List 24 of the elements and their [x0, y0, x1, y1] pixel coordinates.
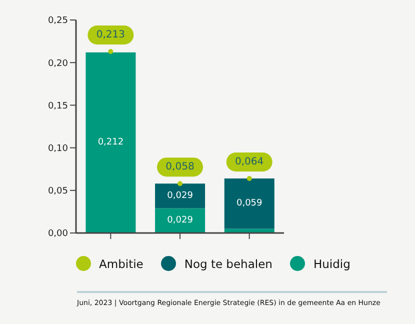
y-tick-label: 0,00 [48, 229, 68, 240]
legend-label: Nog te behalen [184, 256, 272, 270]
bar [155, 184, 206, 208]
point [178, 181, 182, 186]
data-label: 0,029 [167, 190, 194, 201]
bar [86, 52, 136, 233]
legend-label: Huidig [313, 256, 350, 270]
bar [155, 208, 206, 233]
y-tick-label: 0,25 [48, 16, 68, 26]
y-tick-label: 0,10 [48, 144, 68, 154]
data-label: 0,058 [166, 162, 194, 173]
legend-label: Ambitie [99, 256, 144, 270]
bar [224, 228, 274, 233]
data-label: 0,064 [235, 156, 264, 168]
y-tick-label: 0,20 [48, 58, 68, 69]
y-tick-label: 0,05 [48, 186, 68, 197]
point [108, 49, 114, 54]
data-label: 0,029 [167, 216, 194, 226]
data-label: 0,212 [98, 138, 124, 148]
point [246, 176, 252, 181]
y-tick-label: 0,15 [48, 101, 68, 112]
data-label: 0,213 [96, 30, 125, 41]
bar [224, 178, 274, 229]
data-label: 0,059 [236, 198, 263, 209]
